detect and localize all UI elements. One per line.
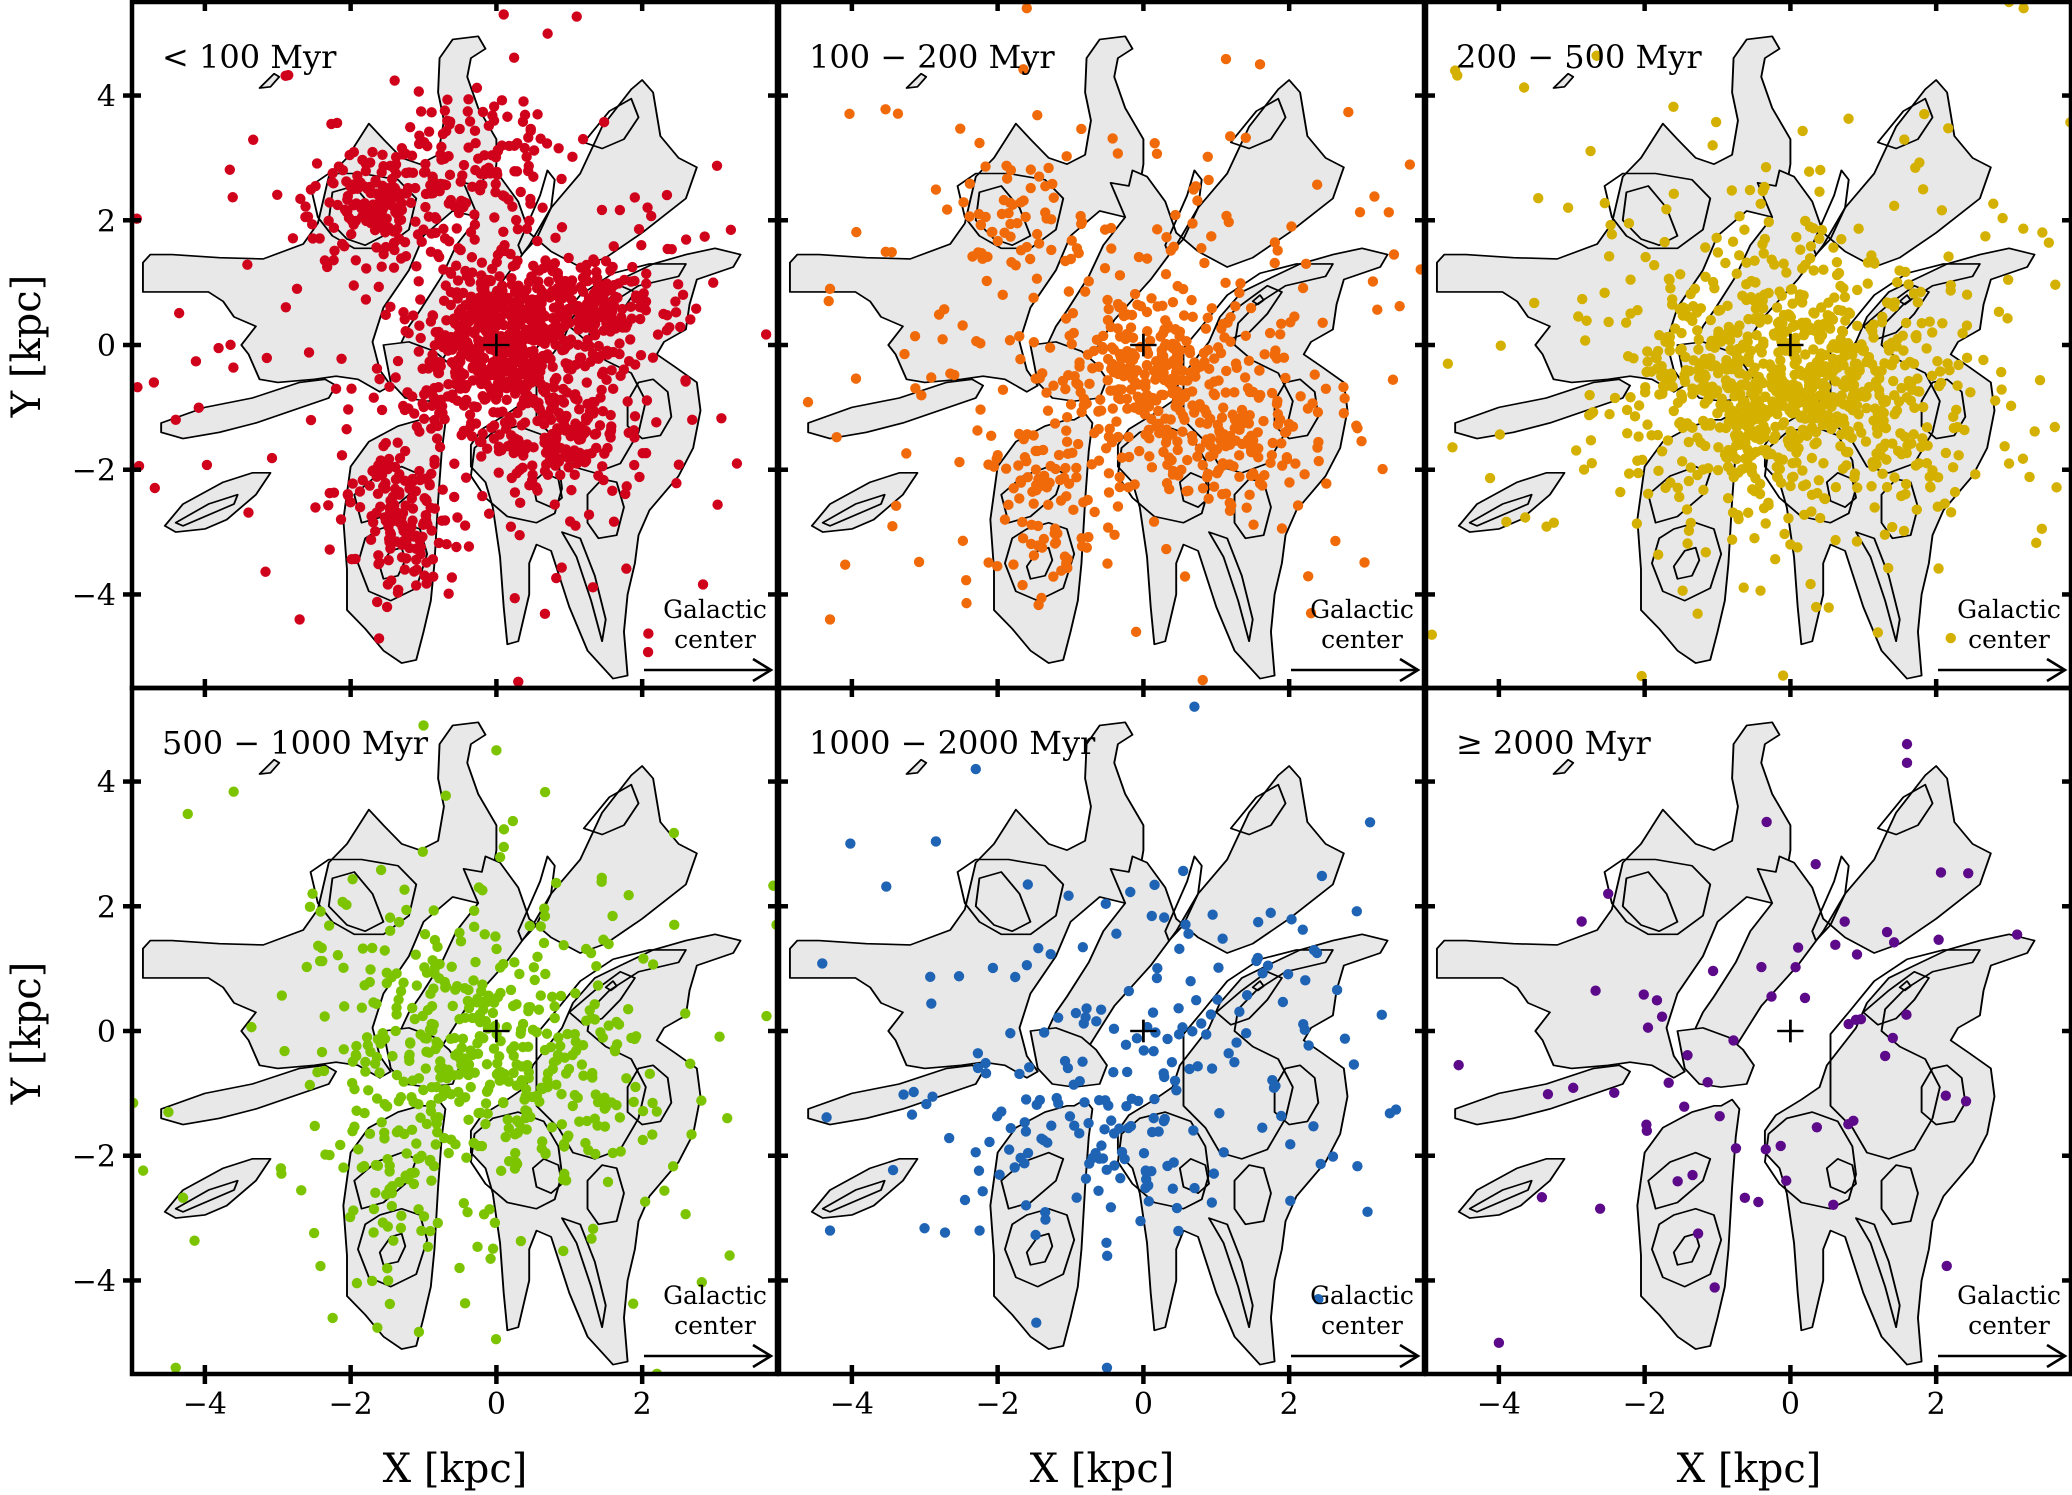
x-axis-label: X [kpc] — [1030, 1446, 1175, 1492]
y-tick-label: −2 — [72, 1140, 116, 1175]
y-tick-label: 0 — [97, 329, 116, 364]
scatter-points — [131, 720, 778, 1374]
x-tick-label: −4 — [830, 1387, 874, 1422]
annotation-text: center — [1321, 1311, 1403, 1340]
plot-area — [788, 3, 1424, 686]
annotation-text: center — [674, 1311, 756, 1340]
y-axis-label: Y [kpc] — [4, 275, 50, 419]
y-tick-label: 4 — [97, 766, 116, 801]
x-tick-label: 0 — [487, 1387, 506, 1422]
annotation-text: Galactic — [1957, 1281, 2061, 1310]
x-axis-label: X [kpc] — [383, 1446, 528, 1492]
x-tick-label: 0 — [1134, 1387, 1153, 1422]
x-tick-label: 2 — [1280, 1387, 1299, 1422]
scatter-points — [1426, 2, 2071, 682]
y-tick-label: −4 — [72, 1264, 116, 1299]
annotation-text: center — [1968, 1311, 2050, 1340]
y-tick-label: 2 — [97, 890, 116, 925]
y-axis-label-bottom: Y [kpc] — [4, 962, 50, 1106]
sun-marker — [1777, 1019, 1804, 1043]
scatter-points — [817, 701, 1402, 1373]
sun-marker — [483, 333, 510, 357]
annotation-text: center — [1968, 625, 2050, 654]
sun-marker — [1130, 1019, 1157, 1043]
density-contours — [788, 721, 1389, 1366]
x-tick-label: 2 — [633, 1387, 652, 1422]
annotation-text: Galactic — [1310, 595, 1414, 624]
plot-area — [131, 720, 778, 1374]
x-tick-label: −2 — [1623, 1387, 1667, 1422]
sun-marker — [1130, 333, 1157, 357]
panel-4: −4 −2 0 2 −4 −2 0 2 4 500 − 1000 Myr Galacticcente… — [72, 685, 780, 1422]
panel-title: 100 − 200 Myr — [809, 38, 1055, 76]
arrow-head-icon — [2046, 1343, 2068, 1369]
panel-title: ≥ 2000 Myr — [1456, 724, 1651, 762]
annotation-text: center — [1321, 625, 1403, 654]
plot-area — [1426, 2, 2071, 682]
arrow-head-icon — [1399, 1343, 1421, 1369]
x-tick-label: −4 — [1477, 1387, 1521, 1422]
plot-area — [131, 9, 772, 687]
y-tick-label: −4 — [72, 578, 116, 613]
x-tick-label: −4 — [183, 1387, 227, 1422]
plot-area — [788, 701, 1402, 1373]
arrow-head-icon — [752, 657, 774, 683]
scatter-points — [802, 3, 1424, 686]
annotation-text: center — [674, 625, 756, 654]
y-axis-label: Y [kpc] — [4, 962, 50, 1106]
y-tick-label: 2 — [97, 204, 116, 239]
y-axis-label-top: Y [kpc] — [4, 275, 50, 419]
annotation-text: Galactic — [663, 1281, 767, 1310]
sun-marker — [1777, 333, 1804, 357]
scatter-points — [131, 9, 772, 687]
panel-title: < 100 Myr — [162, 38, 337, 76]
y-tick-label: 0 — [97, 1015, 116, 1050]
x-axis-label: X [kpc] — [1677, 1446, 1822, 1492]
arrow-head-icon — [2046, 657, 2068, 683]
plot-area — [1435, 721, 2036, 1366]
panel-title: 500 − 1000 Myr — [162, 724, 429, 762]
sun-marker — [483, 1019, 510, 1043]
annotation-text: Galactic — [663, 595, 767, 624]
annotation-text: Galactic — [1957, 595, 2061, 624]
x-tick-label: −2 — [976, 1387, 1020, 1422]
arrow-head-icon — [1399, 657, 1421, 683]
x-tick-label: −2 — [329, 1387, 373, 1422]
arrow-head-icon — [752, 1343, 774, 1369]
x-tick-label: 2 — [1927, 1387, 1946, 1422]
panel-title: 200 − 500 Myr — [1456, 38, 1702, 76]
annotation-text: Galactic — [1310, 1281, 1414, 1310]
x-tick-label: 0 — [1781, 1387, 1800, 1422]
scatter-points — [1453, 738, 2023, 1349]
y-tick-label: −2 — [72, 454, 116, 489]
panel-title: 1000 − 2000 Myr — [809, 724, 1096, 762]
y-tick-label: 4 — [97, 80, 116, 115]
